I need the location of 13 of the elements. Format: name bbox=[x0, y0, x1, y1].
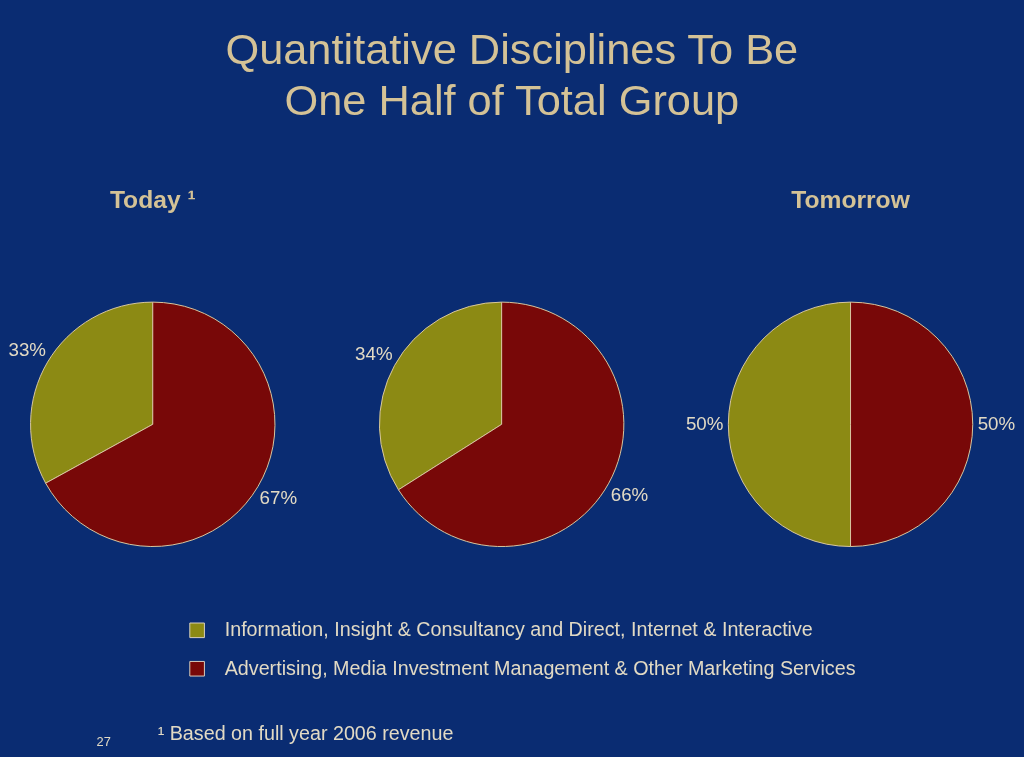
data-label: 33% bbox=[8, 338, 46, 360]
legend-label: Advertising, Media Investment Management & Other Marketing Services bbox=[224, 656, 856, 679]
data-label: 34% bbox=[355, 342, 393, 364]
text: ¹ Based on full year 2006 revenue bbox=[157, 721, 454, 744]
data-label: 66% bbox=[610, 483, 649, 505]
legend-label: Information, Insight & Consultancy and Direct, Internet & Interactive bbox=[224, 618, 813, 641]
chart-title: Today ¹ bbox=[109, 186, 196, 214]
data-label: 50% bbox=[685, 413, 724, 435]
data-label: 50% bbox=[977, 413, 1016, 435]
data-label: 67% bbox=[259, 487, 298, 509]
chart-title: Tomorrow bbox=[791, 186, 911, 214]
text: 27 bbox=[96, 733, 111, 749]
text: Quantitative Disciplines To Be One Half of Total Group bbox=[225, 24, 799, 124]
